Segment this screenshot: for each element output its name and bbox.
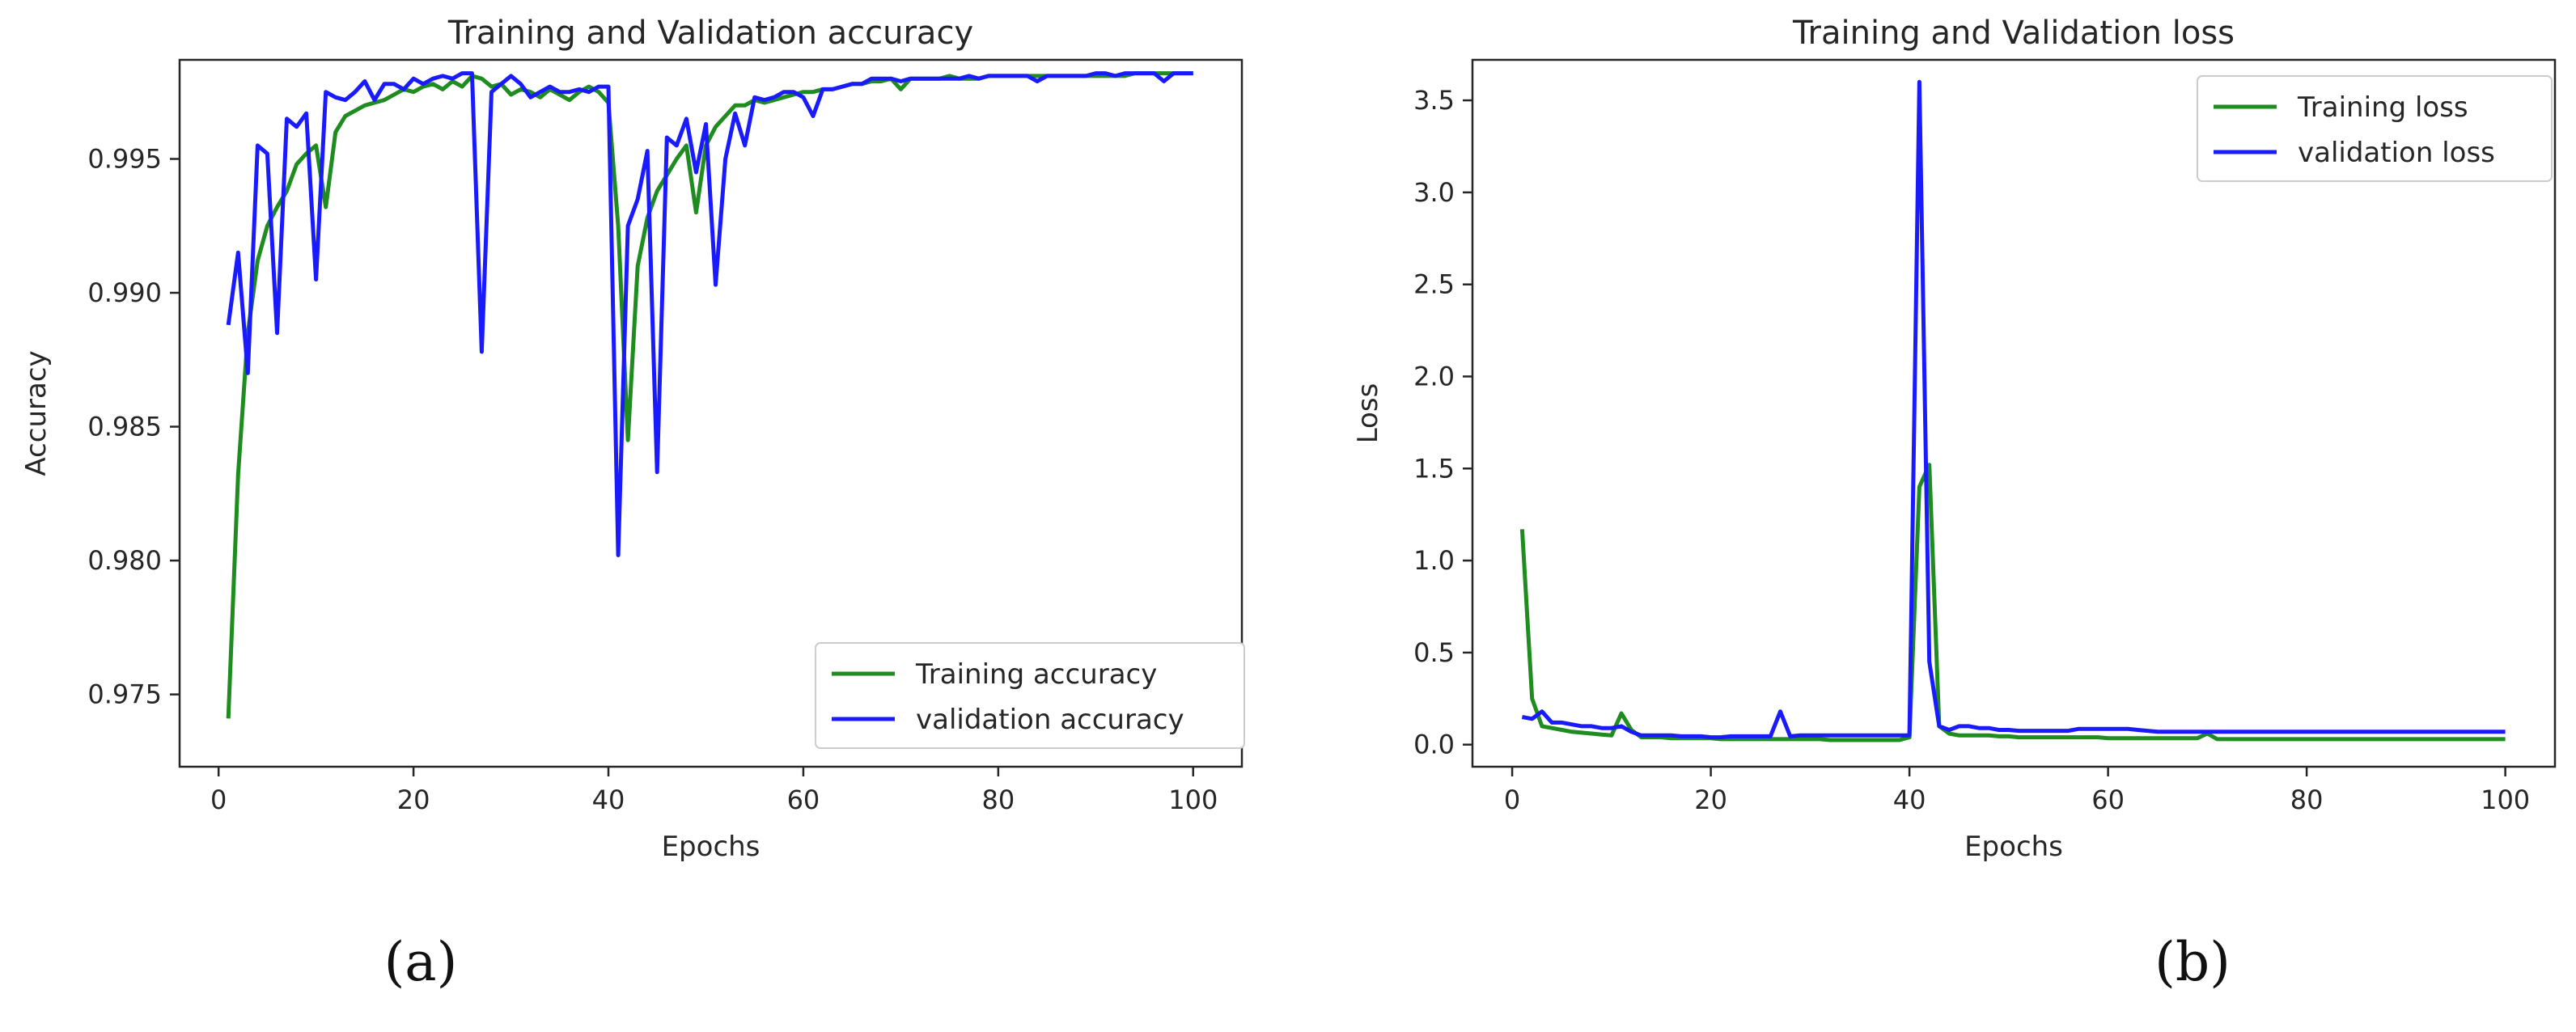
series-line-training — [226, 71, 1193, 719]
panel-label: (b) — [2154, 931, 2231, 993]
legend-entry: validation loss — [2298, 137, 2495, 169]
legend: Training loss validation loss — [2197, 75, 2553, 182]
x-tick-label: 20 — [397, 785, 430, 815]
x-tick-label: 40 — [1893, 785, 1926, 815]
series-line-training — [1519, 463, 2506, 742]
y-tick-label: 3.5 — [1413, 85, 1455, 116]
x-tick-label: 60 — [2091, 785, 2125, 815]
legend-box — [815, 642, 1245, 749]
y-tick-label: 1.5 — [1413, 453, 1455, 484]
y-axis-label: Accuracy — [20, 350, 53, 476]
x-axis-label: Epochs — [1964, 831, 2063, 863]
y-tick-label: 2.5 — [1413, 269, 1455, 300]
y-tick-label: 0.0 — [1413, 730, 1455, 760]
series-layer — [1519, 79, 2506, 742]
x-tick-label: 60 — [787, 785, 820, 815]
panel-label: (a) — [384, 931, 458, 993]
chart-title: Training and Validation accuracy — [447, 15, 973, 52]
x-tick-label: 20 — [1694, 785, 1727, 815]
y-tick-label: 0.5 — [1413, 637, 1455, 668]
plot-frame — [1471, 58, 2557, 768]
x-tick-label: 0 — [1504, 785, 1520, 815]
x-tick-label: 100 — [1168, 785, 1218, 815]
y-tick-label: 0.975 — [87, 679, 162, 710]
y-tick-label: 0.980 — [87, 545, 162, 576]
tick-layer: 0 20 40 60 80 100 0.975 0.980 0.985 0.990 0.995 — [87, 143, 1218, 815]
y-tick-label: 0.995 — [87, 143, 162, 174]
series-line-validation — [226, 71, 1193, 557]
loss-chart: Training and Validation loss Epochs Loss… — [1352, 15, 2557, 993]
x-tick-label: 80 — [981, 785, 1015, 815]
accuracy-chart: Training and Validation accuracy Epochs … — [20, 15, 1245, 993]
y-tick-label: 0.985 — [87, 412, 162, 442]
x-tick-label: 80 — [2290, 785, 2324, 815]
legend-box — [2197, 75, 2553, 182]
tick-layer: 0 20 40 60 80 100 0.0 0.5 1.0 1.5 2.0 2.5 3.0 3.5 — [1413, 85, 2530, 815]
legend: Training accuracy validation accuracy — [815, 642, 1245, 749]
series-layer — [226, 71, 1193, 719]
chart-title: Training and Validation loss — [1792, 15, 2235, 52]
y-tick-label: 3.0 — [1413, 177, 1455, 208]
legend-entry: Training loss — [2297, 91, 2468, 124]
y-tick-label: 1.0 — [1413, 545, 1455, 576]
legend-entry: validation accuracy — [916, 704, 1184, 736]
plot-frame — [178, 58, 1244, 768]
y-tick-label: 0.990 — [87, 277, 162, 308]
x-tick-label: 40 — [592, 785, 625, 815]
x-tick-label: 0 — [210, 785, 227, 815]
x-tick-label: 100 — [2481, 785, 2530, 815]
series-line-validation — [1521, 79, 2506, 740]
y-tick-label: 2.0 — [1413, 361, 1455, 391]
legend-entry: Training accuracy — [915, 658, 1157, 691]
x-axis-label: Epochs — [662, 831, 761, 863]
y-axis-label: Loss — [1352, 383, 1384, 444]
